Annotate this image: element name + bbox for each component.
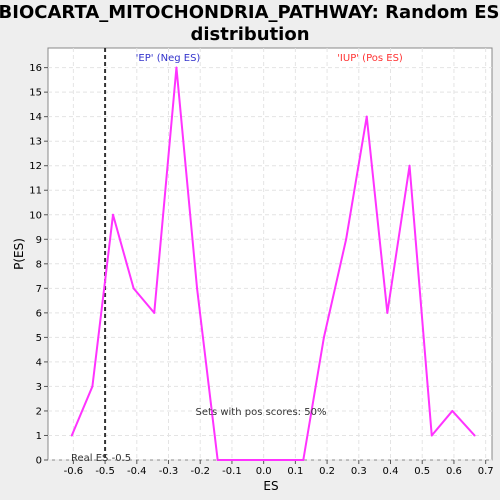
x-tick-label: 0.1	[287, 466, 303, 477]
data-point	[257, 459, 260, 461]
pos-es-label: 'IUP' (Pos ES)	[337, 53, 403, 64]
y-tick-label: 5	[36, 333, 42, 344]
y-tick-label: 4	[36, 357, 42, 368]
chart-title-line-1: BIOCARTA_MITOCHONDRIA_PATHWAY: Random ES	[0, 2, 499, 23]
neg-es-label: 'EP' (Neg ES)	[136, 53, 201, 64]
x-tick-label: 0.5	[414, 466, 430, 477]
y-tick-label: 0	[36, 456, 42, 467]
x-tick-label: 0.0	[256, 466, 272, 477]
data-point	[153, 311, 156, 314]
data-point	[216, 459, 219, 461]
data-point	[70, 434, 73, 437]
y-tick-label: 14	[29, 112, 42, 123]
pos-scores-label: Sets with pos scores: 50%	[196, 407, 327, 418]
data-marks	[70, 48, 476, 461]
x-tick-label: -0.4	[127, 466, 147, 477]
x-tick-label: 0.3	[351, 466, 367, 477]
data-point	[451, 409, 454, 412]
y-tick-label: 6	[36, 308, 42, 319]
y-tick-label: 2	[36, 406, 42, 417]
data-point	[175, 66, 178, 69]
x-tick-label: -0.6	[64, 466, 84, 477]
data-point	[345, 238, 348, 241]
y-tick-label: 11	[29, 186, 42, 197]
x-tick-label: -0.3	[159, 466, 179, 477]
data-point	[322, 336, 325, 339]
data-point	[408, 164, 411, 167]
data-point	[237, 459, 240, 461]
y-tick-label: 3	[36, 382, 42, 393]
chart-title-line-2: distribution	[190, 24, 309, 45]
x-axis-label: ES	[263, 479, 278, 493]
y-tick-label: 10	[29, 210, 42, 221]
data-point	[430, 434, 433, 437]
y-tick-label: 16	[29, 63, 42, 74]
plot-area	[47, 47, 493, 461]
y-tick-label: 7	[36, 284, 42, 295]
y-tick-label: 8	[36, 259, 42, 270]
data-point	[365, 115, 368, 118]
y-tick-label: 15	[29, 88, 42, 99]
data-point	[196, 287, 199, 290]
data-point	[132, 287, 135, 290]
y-tick-label: 13	[29, 137, 42, 148]
x-tick-label: -0.5	[95, 466, 115, 477]
grid-lines	[48, 48, 492, 461]
y-axis-label: P(ES)	[12, 238, 26, 270]
data-point	[278, 459, 281, 461]
x-tick-label: 0.2	[319, 466, 335, 477]
data-point	[386, 311, 389, 314]
data-point	[91, 385, 94, 388]
data-point	[112, 213, 115, 216]
y-tick-label: 1	[36, 431, 42, 442]
data-point	[302, 459, 305, 461]
y-tick-label: 12	[29, 161, 42, 172]
x-tick-label: -0.1	[222, 466, 242, 477]
x-tick-label: -0.2	[190, 466, 210, 477]
real-es-label: Real ES -0.5	[71, 453, 131, 464]
y-tick-label: 9	[36, 235, 42, 246]
x-tick-label: 0.6	[446, 466, 462, 477]
data-point	[473, 434, 476, 437]
series-line	[70, 66, 476, 461]
x-tick-label: 0.7	[478, 466, 494, 477]
x-tick-label: 0.4	[383, 466, 399, 477]
